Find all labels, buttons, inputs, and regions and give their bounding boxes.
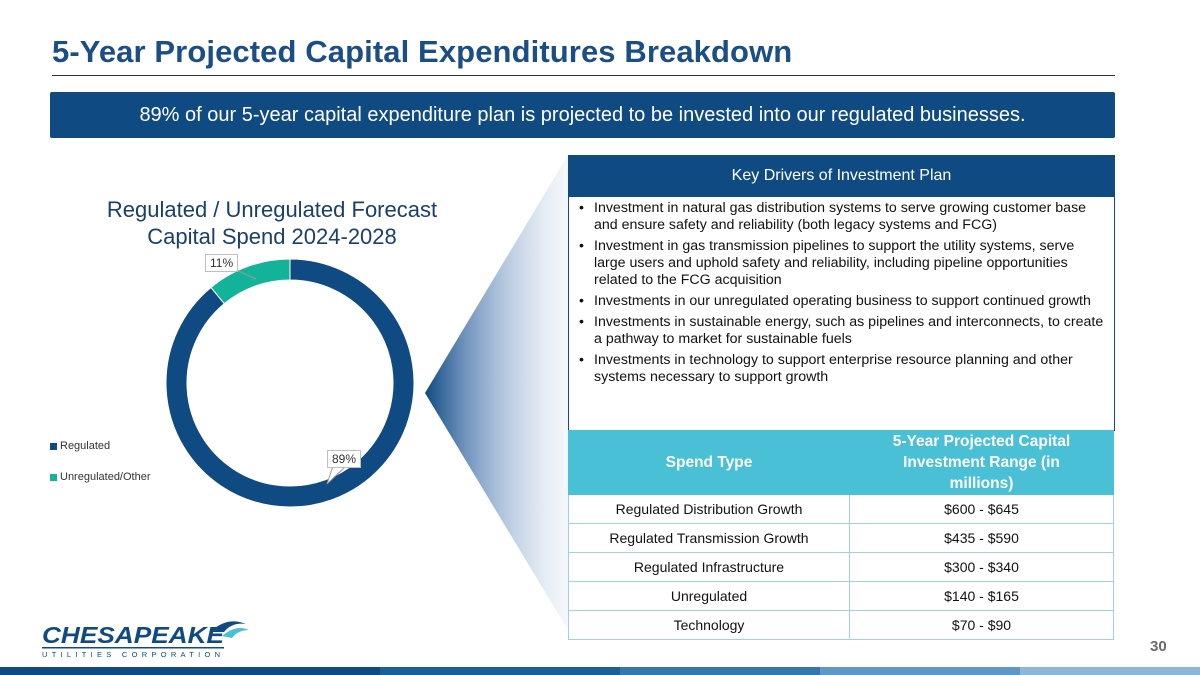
callout-leader-89 bbox=[326, 465, 347, 485]
drivers-panel: Investment in natural gas distribution s… bbox=[568, 197, 1115, 431]
data-label-unregulated: 11% bbox=[205, 254, 239, 272]
page-number: 30 bbox=[1150, 638, 1167, 655]
chart-title: Regulated / Unregulated Forecast Capital… bbox=[62, 196, 482, 250]
table-row: Regulated Distribution Growth $600 - $64… bbox=[568, 494, 1114, 524]
cell-range: $600 - $645 bbox=[849, 494, 1114, 524]
data-label-regulated: 89% bbox=[327, 450, 362, 468]
cell-range: $140 - $165 bbox=[849, 581, 1114, 611]
connector-fan bbox=[425, 155, 568, 630]
cell-range: $300 - $340 bbox=[849, 552, 1114, 582]
driver-item: Investments in our unregulated operating… bbox=[579, 293, 1106, 310]
cell-spend-type: Regulated Distribution Growth bbox=[568, 494, 850, 524]
logo-wordmark: CHESAPEAKE bbox=[42, 622, 225, 648]
table-row: Regulated Transmission Growth $435 - $59… bbox=[568, 523, 1114, 553]
legend-swatch-regulated bbox=[50, 442, 57, 450]
summary-banner-text: 89% of our 5-year capital expenditure pl… bbox=[139, 103, 1026, 126]
header-investment-range: 5-Year Projected Capital Investment Rang… bbox=[849, 430, 1114, 495]
page-title: 5-Year Projected Capital Expenditures Br… bbox=[52, 34, 793, 69]
chart-title-line1: Regulated / Unregulated Forecast bbox=[106, 197, 438, 222]
legend-label-regulated: Regulated bbox=[60, 440, 111, 452]
drivers-heading: Key Drivers of Investment Plan bbox=[568, 155, 1115, 197]
cell-spend-type: Regulated Transmission Growth bbox=[568, 523, 850, 553]
donut-slice-regulated bbox=[165, 258, 415, 508]
company-logo: CHESAPEAKE UTILITIES CORPORATION bbox=[42, 621, 249, 659]
drivers-list: Investment in natural gas distribution s… bbox=[569, 197, 1114, 386]
cell-range: $70 - $90 bbox=[849, 610, 1114, 640]
cell-spend-type: Regulated Infrastructure bbox=[568, 552, 850, 582]
cell-range: $435 - $590 bbox=[849, 523, 1114, 553]
table-header-row: Spend Type 5-Year Projected Capital Inve… bbox=[568, 430, 1114, 495]
bird-swoosh-icon bbox=[210, 621, 249, 638]
header-spend-type: Spend Type bbox=[568, 430, 850, 495]
donut-slice-unregulated-other bbox=[210, 258, 291, 305]
logo-rule bbox=[42, 647, 224, 649]
drivers-heading-text: Key Drivers of Investment Plan bbox=[731, 167, 952, 184]
cell-spend-type: Unregulated bbox=[568, 581, 850, 611]
spend-table: Spend Type 5-Year Projected Capital Inve… bbox=[568, 430, 1114, 640]
table-row: Unregulated $140 - $165 bbox=[568, 581, 1114, 611]
driver-item: Investment in gas transmission pipelines… bbox=[579, 238, 1106, 289]
summary-banner: 89% of our 5-year capital expenditure pl… bbox=[50, 92, 1115, 138]
legend-item-regulated: Regulated bbox=[50, 438, 151, 454]
legend-item-unregulated: Unregulated/Other bbox=[50, 469, 151, 485]
legend-label-unregulated: Unregulated/Other bbox=[60, 471, 151, 483]
footer-bar bbox=[0, 667, 1200, 675]
table-row: Technology $70 - $90 bbox=[568, 610, 1114, 640]
chart-legend: Regulated Unregulated/Other bbox=[50, 438, 151, 500]
driver-item: Investments in technology to support ent… bbox=[579, 352, 1106, 386]
logo-subtitle: UTILITIES CORPORATION bbox=[42, 650, 220, 659]
legend-swatch-unregulated bbox=[50, 473, 57, 481]
driver-item: Investment in natural gas distribution s… bbox=[579, 200, 1106, 234]
title-divider bbox=[52, 75, 1115, 76]
cell-spend-type: Technology bbox=[568, 610, 850, 640]
chart-title-line2: Capital Spend 2024-2028 bbox=[147, 224, 397, 249]
driver-item: Investments in sustainable energy, such … bbox=[579, 314, 1106, 348]
table-row: Regulated Infrastructure $300 - $340 bbox=[568, 552, 1114, 582]
